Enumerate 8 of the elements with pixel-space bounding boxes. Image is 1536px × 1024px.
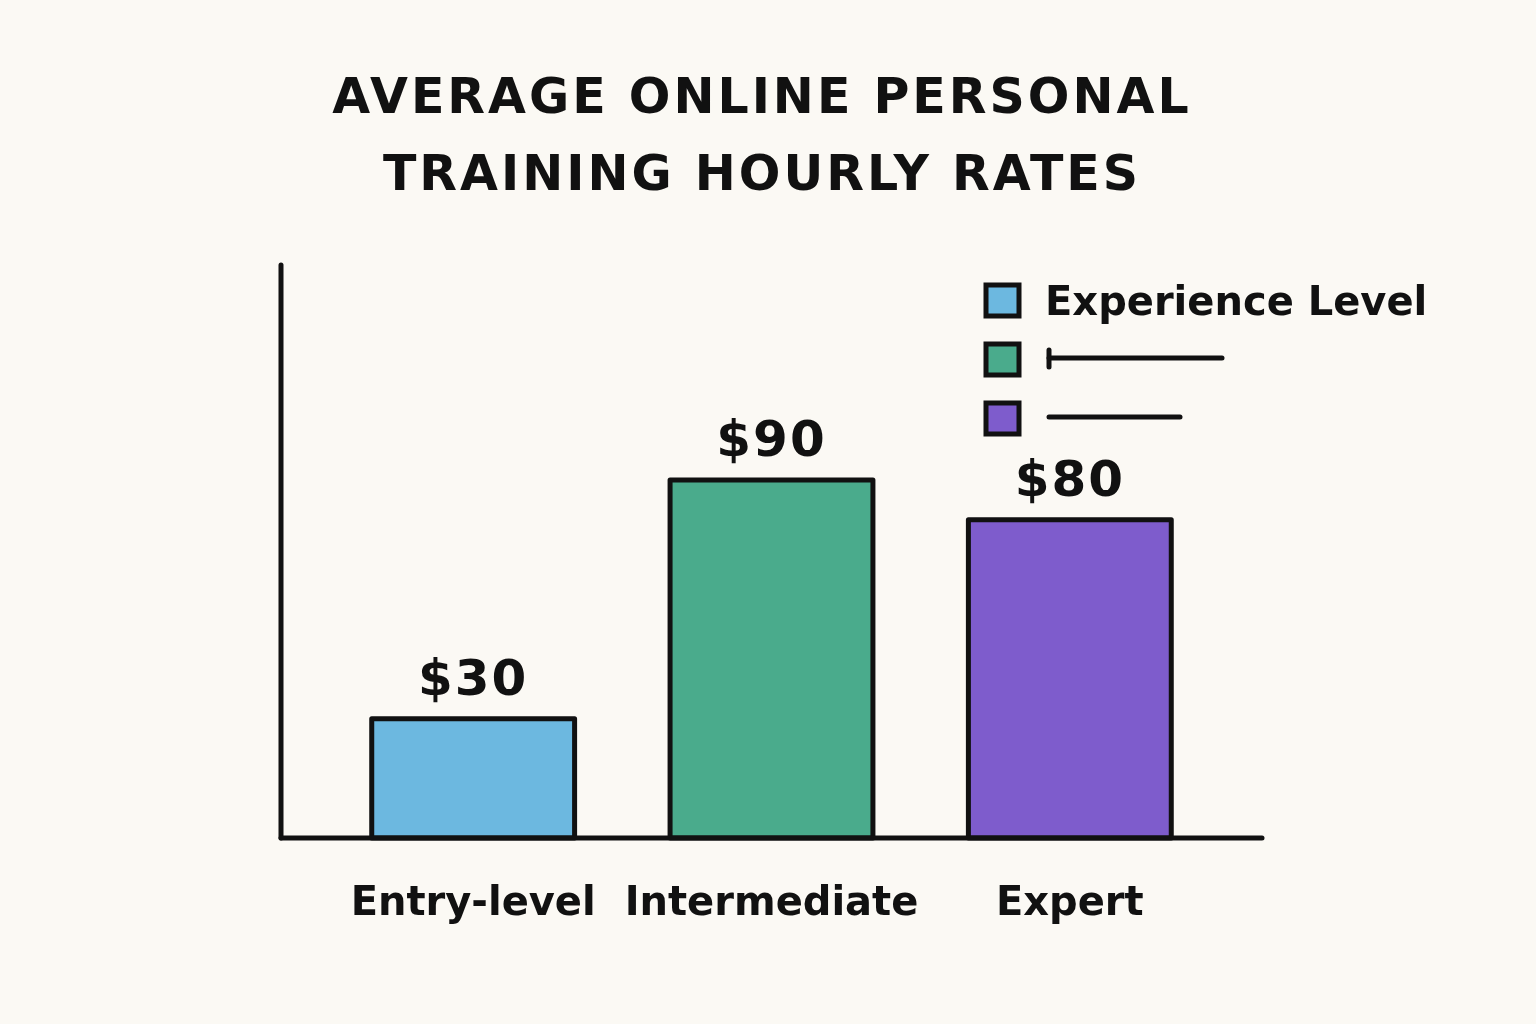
legend-label: Experience Level [1045,278,1428,324]
x-tick-label: Expert [995,878,1144,924]
data-label: $80 [1014,449,1126,508]
x-tick-label: Intermediate [624,878,919,924]
x-tick-label: Entry-level [350,878,596,924]
data-label: $30 [417,648,529,707]
chart-title: AVERAGE ONLINE PERSONAL TRAINING HOURLY RATES [332,68,1192,202]
data-label: $90 [716,410,827,468]
